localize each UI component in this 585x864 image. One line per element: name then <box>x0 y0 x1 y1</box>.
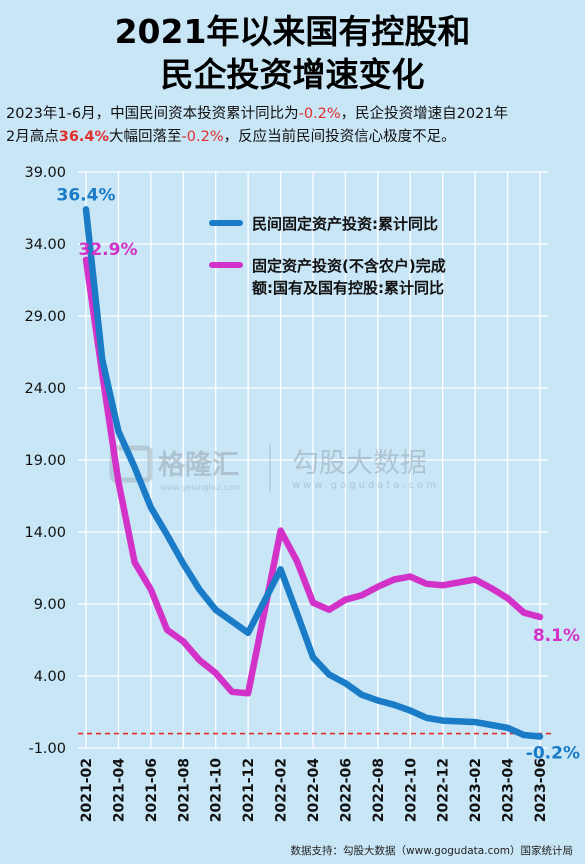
x-tick-label: 2023-04 <box>501 758 517 823</box>
watermark-logo-icon <box>109 445 153 483</box>
x-tick-label: 2021-08 <box>176 758 192 822</box>
legend-label-state-line2: 额:国有及国有控股:累计同比 <box>252 279 444 297</box>
grid-lines <box>78 171 548 749</box>
y-tick-label: 24.00 <box>24 381 66 397</box>
subtitle-value1: -0.2% <box>298 106 341 122</box>
x-tick-label: 2022-12 <box>436 758 452 822</box>
y-tick-label: 19.00 <box>24 453 66 469</box>
chart-title-line1: 2021年以来国有控股和 <box>114 12 471 51</box>
y-tick-label: 4.00 <box>34 669 66 685</box>
chart-title-line2: 民企投资增速变化 <box>160 55 425 94</box>
y-tick-label: 14.00 <box>24 525 66 541</box>
data-label-private-end: -0.2% <box>526 743 580 763</box>
x-tick-label: 2022-06 <box>338 758 354 822</box>
y-tick-label: 34.00 <box>24 237 66 253</box>
x-tick-label: 2023-06 <box>533 758 549 822</box>
x-tick-label: 2023-02 <box>468 758 484 822</box>
x-tick-label: 2021-04 <box>111 758 127 823</box>
subtitle-line1: 2023年1-6月，中国民间资本投资累计同比为-0.2%，民企投资增速自2021… <box>6 103 581 125</box>
watermark-brand1-url: www.gelonghui.com <box>160 483 241 492</box>
subtitle-part1: 2023年1-6月，中国民间资本投资累计同比为 <box>6 106 299 122</box>
subtitle-part3: 2月高点 <box>6 129 59 145</box>
x-tick-label: 2022-10 <box>403 758 419 823</box>
subtitle-part5: ，反应当前民间投资信心极度不足。 <box>223 129 456 145</box>
x-axis-labels: 2021-02 2021-04 2021-06 2021-08 2021-10 2021-… <box>79 758 549 823</box>
data-labels: 36.4% 32.9% -0.2% 8.1% <box>57 185 580 763</box>
x-tick-label: 2022-02 <box>274 758 290 822</box>
y-tick-label: 39.00 <box>24 165 66 181</box>
x-tick-label: 2021-12 <box>241 758 257 822</box>
subtitle-value2: 36.4% <box>58 129 110 145</box>
data-label-state-end: 8.1% <box>533 626 580 646</box>
subtitle-part4: 大幅回落至 <box>109 129 182 145</box>
legend-label-state-line1: 固定资产投资(不含农户)完成 <box>252 257 446 275</box>
x-tick-label: 2021-02 <box>79 758 95 822</box>
x-tick-label: 2022-08 <box>371 758 387 822</box>
watermark-brand2: 勾股大数据 <box>292 448 427 479</box>
data-label-private-start: 36.4% <box>57 185 116 205</box>
watermark-brand2-url: www.gogudata.com <box>292 480 439 491</box>
legend: 民间固定资产投资:累计同比 固定资产投资(不含农户)完成 额:国有及国有控股:累… <box>209 215 446 297</box>
subtitle-part2: ，民企投资增速自2021年 <box>340 106 509 122</box>
x-tick-label: 2021-06 <box>144 758 160 822</box>
y-tick-label: 29.00 <box>24 309 66 325</box>
x-tick-label: 2021-10 <box>209 758 225 823</box>
series-line-state <box>82 256 544 697</box>
y-tick-label: -1.00 <box>28 741 66 757</box>
y-axis-labels: 39.00 34.00 29.00 24.00 19.00 14.00 9.00 4.00 -1… <box>24 165 66 757</box>
source-note: 数据支持：勾股大数据（www.gogudata.com）国家统计局 <box>290 845 573 857</box>
subtitle-value3: -0.2% <box>181 129 224 145</box>
legend-label-private: 民间固定资产投资:累计同比 <box>252 215 438 233</box>
y-tick-label: 9.00 <box>34 597 66 613</box>
x-tick-label: 2022-04 <box>306 758 322 823</box>
series-lines <box>82 206 544 740</box>
series-line-private <box>82 206 544 740</box>
subtitle-line2: 2月高点36.4%大幅回落至-0.2%，反应当前民间投资信心极度不足。 <box>6 126 581 148</box>
watermark-brand1: 格隆汇 <box>158 450 239 481</box>
watermark: 格隆汇 www.gelonghui.com 勾股大数据 www.gogudata… <box>109 444 439 492</box>
data-label-state-start: 32.9% <box>79 240 138 260</box>
